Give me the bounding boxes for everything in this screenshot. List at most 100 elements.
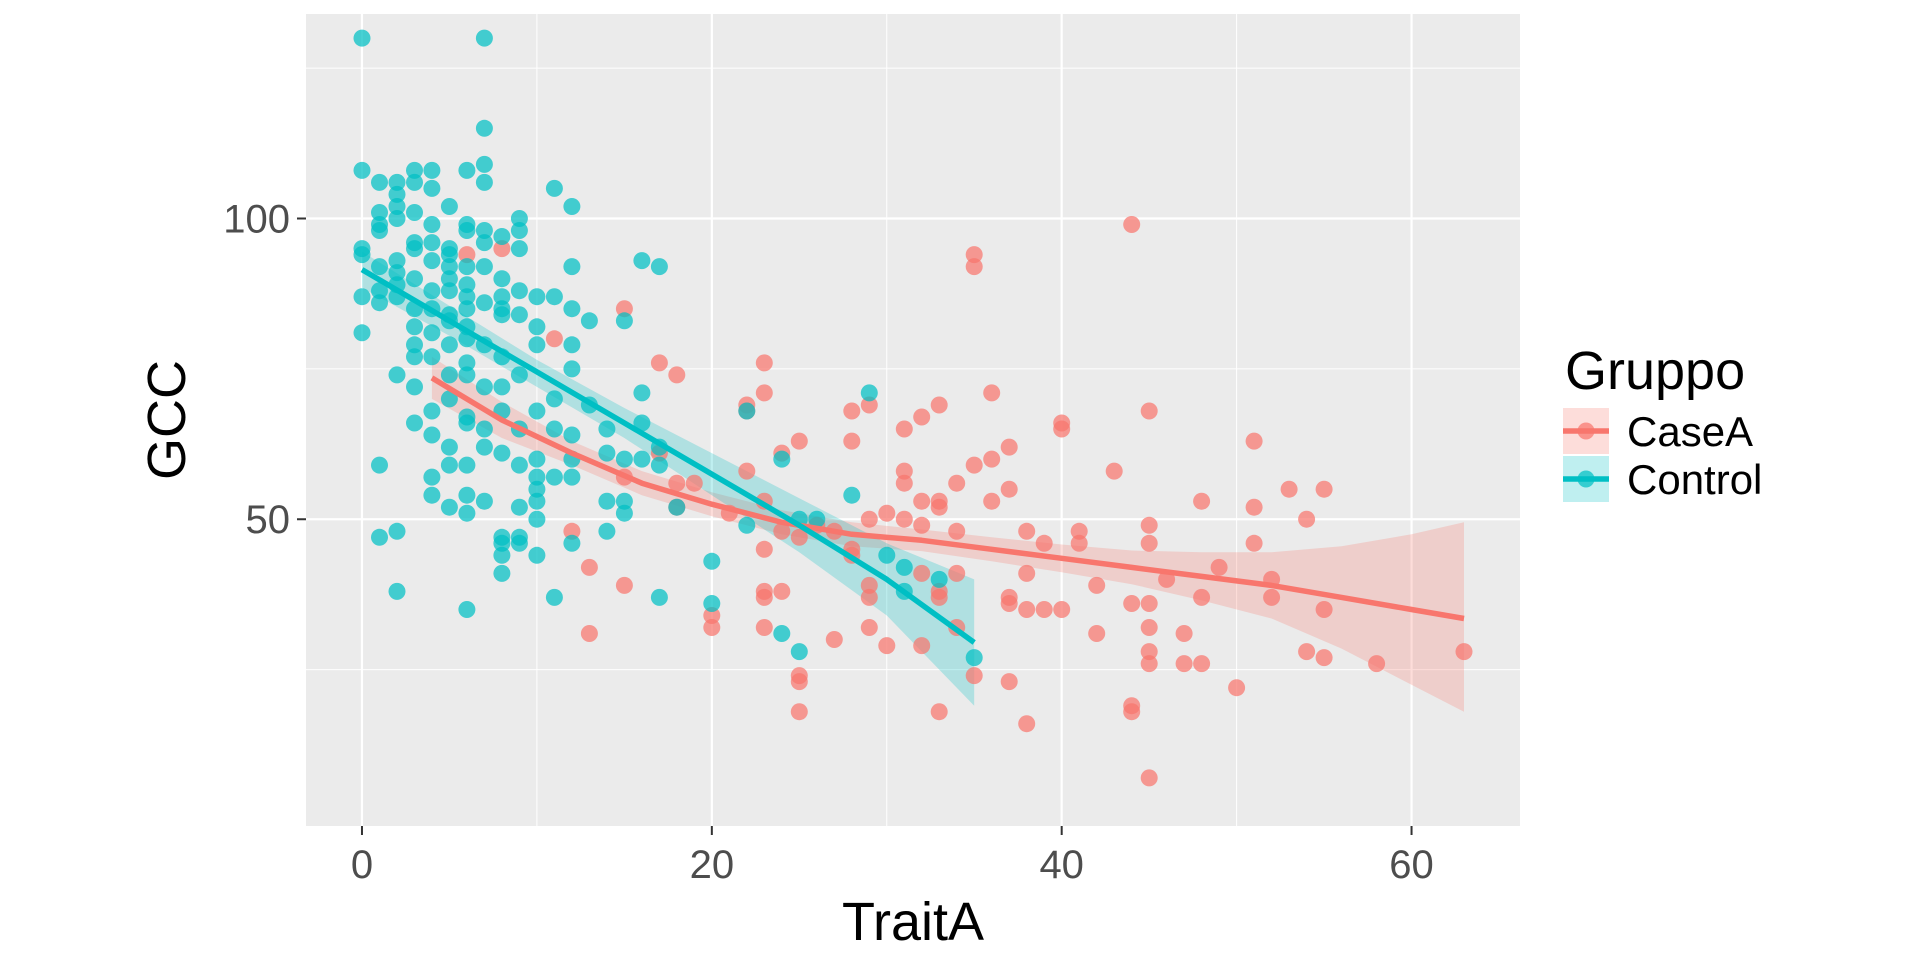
data-point [930,570,948,588]
data-point [545,330,563,348]
data-point [1018,601,1036,618]
data-point [598,522,616,540]
data-point [1140,769,1158,787]
data-point [440,282,458,300]
legend-title: Gruppo [1565,341,1745,401]
panel-background [306,14,1520,826]
data-point [1245,432,1263,450]
data-point [1140,402,1158,420]
data-point [860,576,878,594]
data-point [965,667,983,685]
data-point [493,228,511,245]
data-point [371,173,388,191]
data-point [563,468,581,486]
data-point [615,300,633,318]
data-point [983,384,1001,402]
data-point [668,366,686,384]
data-point [510,222,528,239]
data-point [458,222,476,239]
data-point [563,522,581,540]
data-point [528,318,546,336]
data-point [510,498,528,516]
data-point [703,619,721,636]
data-point [1000,595,1018,612]
data-point [475,222,493,239]
data-point [510,534,528,552]
data-point [790,643,808,661]
x-tick-label: 20 [690,843,735,887]
data-point [1280,480,1298,498]
data-point [965,246,983,264]
data-point [615,312,633,330]
data-point [563,300,581,318]
data-point [1455,643,1473,661]
data-point [371,528,388,546]
data-point [458,601,476,618]
data-point [1245,534,1263,552]
data-point [895,462,913,480]
data-point [406,318,423,336]
data-point [1315,649,1333,667]
data-point [615,576,633,594]
data-point [650,354,668,372]
data-point [563,198,581,215]
data-point [580,625,598,642]
data-point [475,29,493,47]
data-point [475,258,493,276]
data-point [406,270,423,288]
data-point [423,252,441,270]
data-point [580,558,598,576]
legend-label: Control [1627,456,1762,503]
data-point [440,498,458,516]
data-point [1123,703,1141,721]
data-point [493,378,511,396]
data-point [1140,534,1158,552]
data-point [878,637,896,655]
data-point [423,216,441,233]
data-point [440,366,458,384]
data-point [528,288,546,306]
confidence-ribbons [362,251,1464,712]
data-point [1123,216,1141,233]
data-point [913,637,931,655]
data-point [703,552,721,570]
data-point [773,625,791,642]
data-point [353,324,371,342]
data-point [423,486,441,504]
data-point [1298,643,1316,661]
data-point [388,264,406,282]
data-point [755,354,773,372]
data-point [773,450,791,468]
data-point [475,378,493,396]
legend-key-point [1577,470,1595,488]
data-point [423,179,441,197]
data-point [1298,510,1316,528]
data-point [388,252,406,270]
data-point [493,270,511,288]
data-point [493,240,511,258]
data-point [790,528,808,546]
data-point [353,29,371,47]
data-point [965,456,983,474]
data-point [528,510,546,528]
data-point [1193,655,1211,673]
data-point [825,631,843,648]
data-point [563,258,581,276]
data-point [615,450,633,468]
data-point [371,258,388,276]
data-point [563,336,581,354]
data-point [948,474,966,492]
data-point [475,234,493,252]
data-point [598,444,616,462]
data-point [545,179,563,197]
data-point [545,390,563,408]
data-point [388,582,406,600]
data-point [808,510,826,528]
data-point [406,336,423,354]
data-point [528,402,546,420]
data-point [878,504,896,522]
data-point [563,534,581,552]
data-point [528,336,546,354]
data-point [1140,619,1158,636]
